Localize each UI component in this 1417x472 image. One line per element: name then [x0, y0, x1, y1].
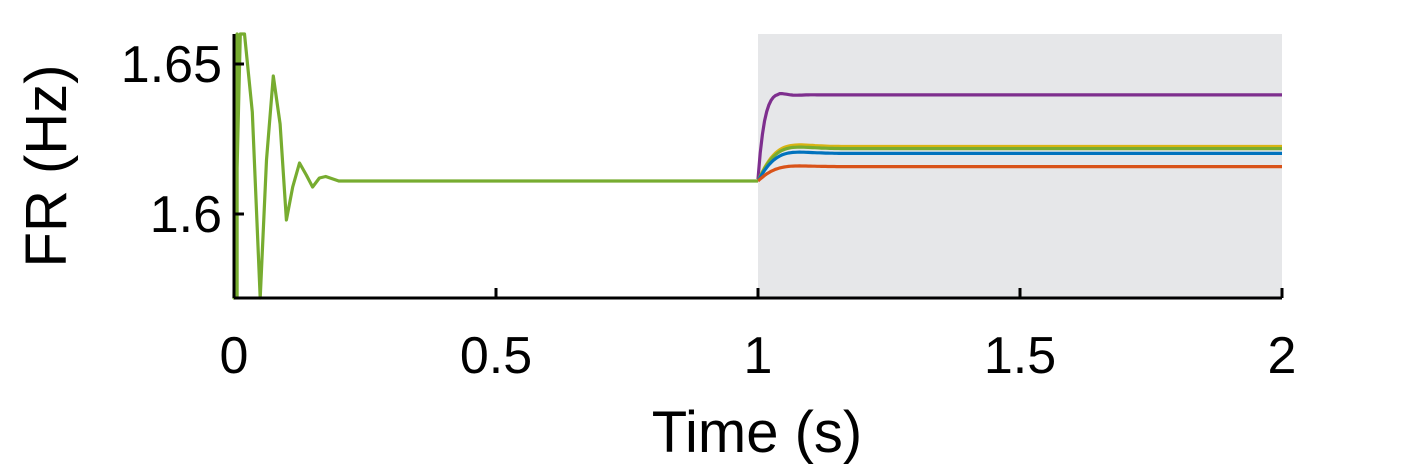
x-tick-label: 2	[1268, 327, 1297, 385]
plot-area	[232, 32, 1282, 300]
x-tick-label: 0	[220, 327, 249, 385]
x-tick-label: 0.5	[460, 327, 532, 385]
series-line-3	[756, 145, 1282, 182]
series-line-1	[756, 91, 1282, 180]
y-tick-label: 1.65	[121, 36, 222, 94]
y-tick-label: 1.6	[150, 186, 222, 244]
x-axis-title: Time (s)	[652, 400, 862, 465]
y-axis-title: FR (Hz)	[14, 65, 79, 268]
axes: 0 0.5 1 1.5 2 1.6 1.65	[121, 34, 1297, 385]
series-line-5	[756, 164, 1282, 183]
y-ticks: 1.6 1.65	[121, 36, 244, 244]
series-line-4	[756, 150, 1282, 182]
series-line-2	[756, 143, 1282, 182]
transient-baseline-line	[232, 32, 758, 300]
x-ticks: 0 0.5 1 1.5 2	[220, 288, 1297, 385]
x-tick-label: 1.5	[984, 327, 1056, 385]
x-tick-label: 1	[744, 327, 773, 385]
series-layer	[232, 32, 1282, 300]
